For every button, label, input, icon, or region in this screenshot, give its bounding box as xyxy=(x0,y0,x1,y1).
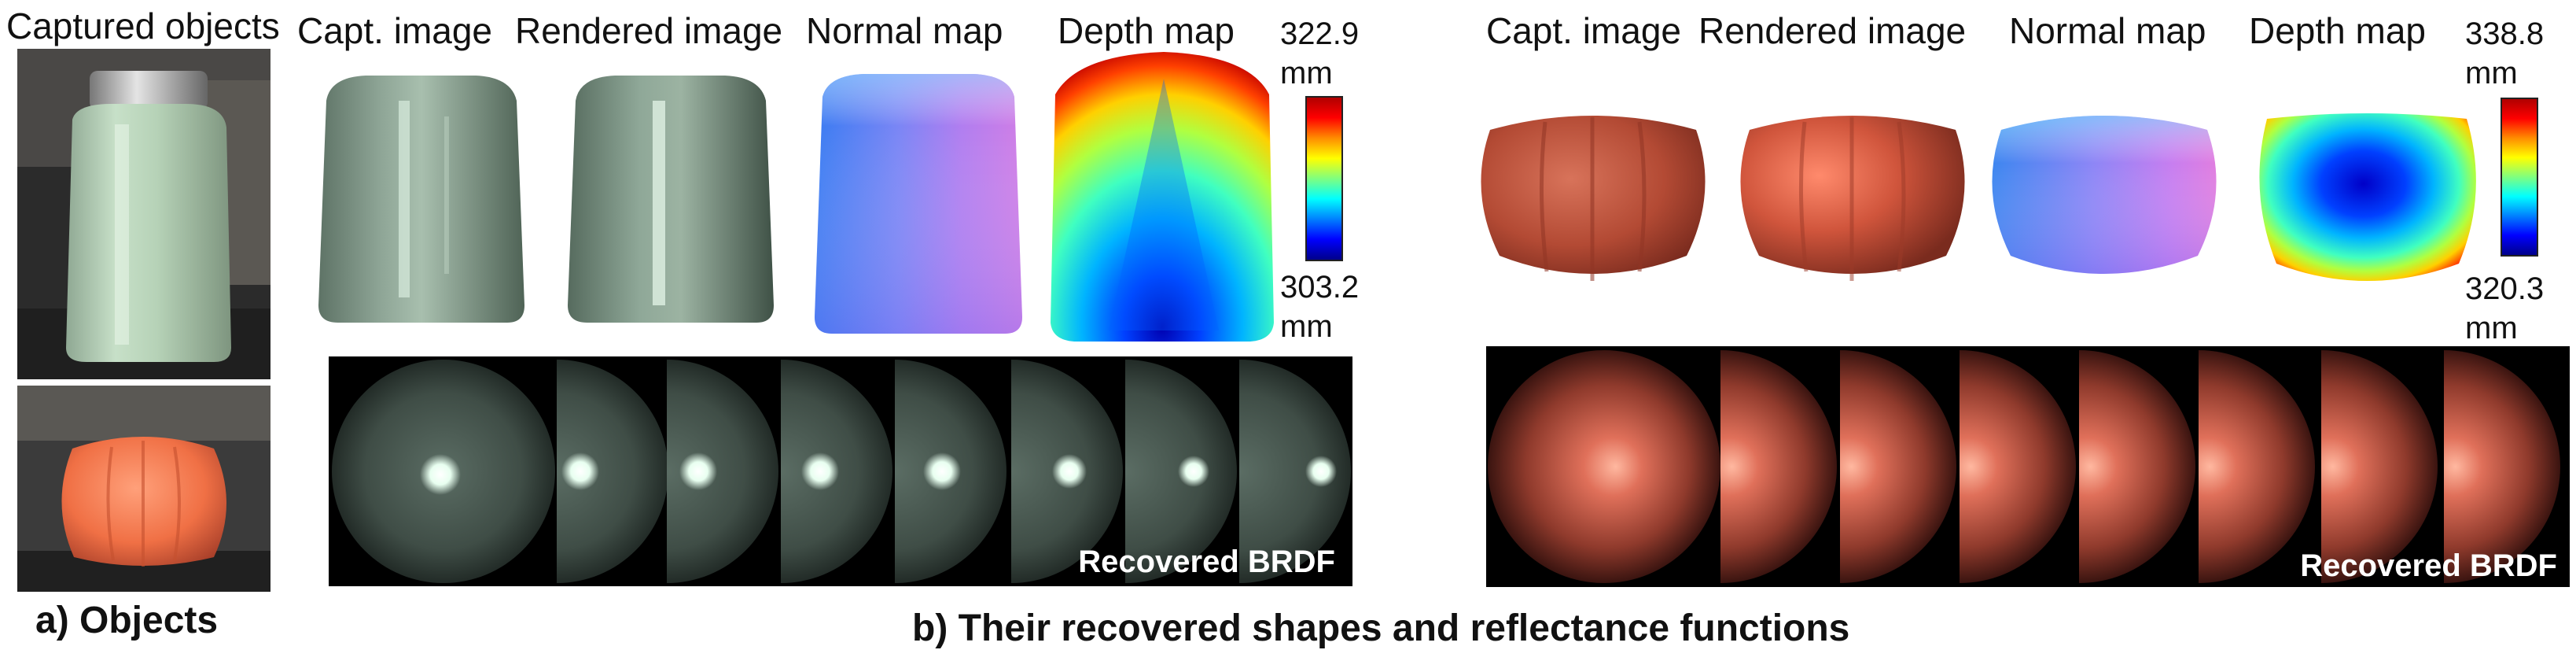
pumpkin-depth-min-unit: mm xyxy=(2465,311,2518,345)
jar-depth-min: 303.2 mm xyxy=(1280,268,1359,346)
jar-colorbar xyxy=(1305,96,1343,261)
jar-label-normal: Normal map xyxy=(806,10,1003,51)
jar-depth-max: 322.9 mm xyxy=(1280,14,1359,93)
pumpkin-normal-map xyxy=(1992,116,2217,274)
jar-label-captured: Capt. image xyxy=(297,10,493,51)
pumpkin-brdf-label: Recovered BRDF xyxy=(2300,548,2557,583)
pumpkin-depth-max-value: 338.8 xyxy=(2465,17,2545,51)
jar-label-rendered: Rendered image xyxy=(515,10,783,51)
pumpkin-label-captured: Capt. image xyxy=(1486,10,1682,51)
pumpkin-label-rendered: Rendered image xyxy=(1698,10,1967,51)
jar-brdf-label: Recovered BRDF xyxy=(1078,545,1335,579)
jar-normal-map xyxy=(815,74,1022,334)
panel-a-caption: a) Objects xyxy=(35,600,219,641)
panel-b-caption: b) Their recovered shapes and reflectanc… xyxy=(912,607,1850,649)
jar-depth-map xyxy=(1051,52,1274,342)
pumpkin-depth-map xyxy=(2259,113,2476,281)
pumpkin-depth-max-unit: mm xyxy=(2465,56,2518,90)
captured-objects-title: Captured objects xyxy=(6,6,280,46)
jar-captured-image xyxy=(318,76,524,323)
jar-label-depth: Depth map xyxy=(1058,10,1235,51)
pumpkin-brdf-strip: Recovered BRDF xyxy=(1486,346,2570,587)
captured-pumpkin-photo xyxy=(17,386,270,592)
pumpkin-depth-min: 320.3 mm xyxy=(2465,269,2544,348)
pumpkin-colorbar xyxy=(2501,98,2538,257)
pumpkin-depth-max: 338.8 mm xyxy=(2465,14,2544,93)
jar-brdf-strip: Recovered BRDF xyxy=(329,356,1352,586)
jar-rendered-image xyxy=(568,76,774,323)
captured-jar-photo xyxy=(17,49,270,379)
jar-depth-min-unit: mm xyxy=(1280,309,1333,344)
pumpkin-captured-image xyxy=(1481,116,1706,281)
jar-depth-max-value: 322.9 xyxy=(1280,17,1360,51)
jar-depth-min-value: 303.2 xyxy=(1280,270,1360,305)
pumpkin-depth-min-value: 320.3 xyxy=(2465,271,2545,306)
pumpkin-label-depth: Depth map xyxy=(2249,10,2427,51)
jar-depth-max-unit: mm xyxy=(1280,56,1333,90)
pumpkin-label-normal: Normal map xyxy=(2009,10,2206,51)
pumpkin-rendered-image xyxy=(1740,116,1965,281)
